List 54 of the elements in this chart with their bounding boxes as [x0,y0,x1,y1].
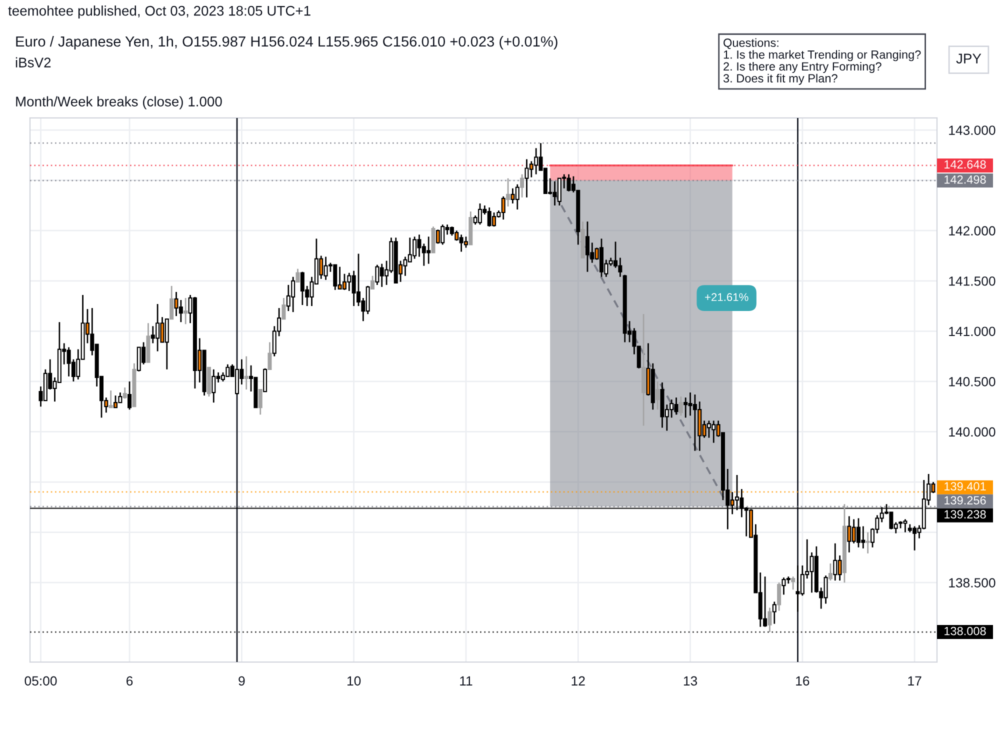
candlestick [296,268,300,283]
candlestick [108,390,113,408]
x-tick-label: 11 [460,676,472,686]
candlestick [170,285,174,320]
annotation: +21.61% [705,293,748,302]
candlestick [828,562,832,582]
ref-line-label: 139.401 [944,482,986,491]
ref-line-label: 139.238 [944,510,986,519]
y-tick-label: 143.000 [949,126,996,135]
candlestick [114,394,118,408]
candlestick [678,396,683,416]
candlestick [866,532,870,554]
x-tick-label: 05:00 [24,676,57,686]
candlestick [506,178,510,208]
x-tick-label: 17 [908,676,922,686]
x-tick-label: 12 [572,676,585,686]
text: iBsV2 [16,57,51,68]
candlestick [370,275,375,290]
candlestick [268,342,272,370]
candlestick [184,297,188,325]
y-axis-title: JPY [956,54,982,64]
text: Questions: 1. Is the market Trending or Ranging? 2. Is there any Entry Forming? 3. Does it fit my Plan? [723,38,921,85]
candlestick [464,236,468,248]
candlestick [178,299,183,323]
candlestick [128,380,132,410]
y-tick-label: 141.500 [949,276,996,286]
chart-title: Euro / Japanese Yen, 1h, O155.987 H156.024 L155.965 C156.010 +0.023 (+0.01%) [16,36,558,50]
candlestick [768,607,772,633]
ref-line-label: 142.648 [944,160,986,169]
y-tick-label: 142.000 [949,226,996,236]
candlestick [122,386,127,400]
candlestick [777,582,782,612]
candlestick [772,600,776,625]
candlestick [263,368,268,392]
y-tick-label: 140.000 [949,427,996,437]
x-tick-label: 9 [238,676,245,686]
text: Month/Week breaks (close) 1.000 [16,96,222,110]
y-tick-label: 141.000 [949,326,996,336]
ref-line-label: 139.256 [944,496,986,505]
candlestick [520,174,524,198]
x-tick-label: 6 [126,676,133,686]
y-tick-label: 140.500 [949,377,996,386]
x-tick-label: 16 [796,676,810,686]
ref-line-label: 138.008 [944,626,986,636]
candlestick [244,356,248,390]
candlestick [258,388,262,416]
chart-subtitle: teemohtee published, Oct 03, 2023 18:05 UTC+1 [8,6,310,18]
candlestick [791,576,796,590]
x-tick-label: 13 [684,676,698,686]
y-tick-label: 138.500 [949,578,996,588]
x-tick-label: 10 [347,676,361,686]
candlestick [282,297,286,320]
candlestick [656,380,660,410]
ref-line-label: 142.498 [944,175,986,184]
